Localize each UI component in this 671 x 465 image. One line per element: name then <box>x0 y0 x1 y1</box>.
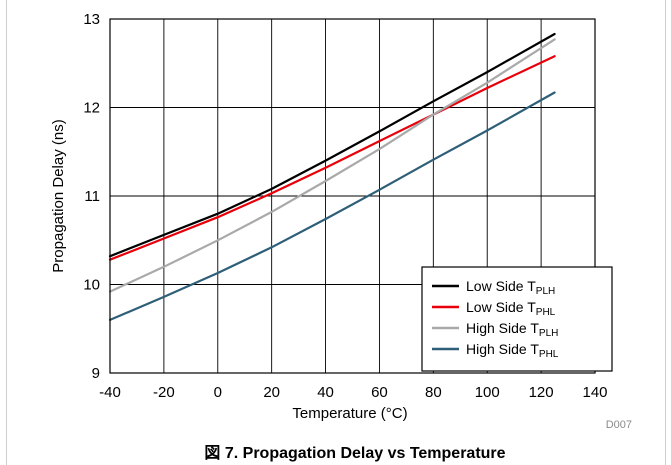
legend-box <box>421 266 613 372</box>
legend-label: High Side TPHL <box>466 341 559 360</box>
y-tick-label: 10 <box>83 277 100 294</box>
x-tick-label: 40 <box>317 384 334 401</box>
chart-series-group <box>108 32 556 321</box>
x-tick-label: 60 <box>371 384 388 401</box>
legend-label: Low Side TPHL <box>466 299 556 318</box>
y-tick-label: 12 <box>83 100 100 117</box>
figure-frame <box>6 0 666 465</box>
x-tick-label: 20 <box>263 384 280 401</box>
series-line-3 <box>108 91 556 321</box>
x-tick-label: 120 <box>529 384 554 401</box>
legend-label-main: Low Side T <box>466 278 536 294</box>
x-tick-labels: -40 -20 0 20 40 60 80 100 120 140 <box>99 384 607 401</box>
y-tick-label: 13 <box>83 11 100 28</box>
x-tick-label: 80 <box>425 384 442 401</box>
x-tick-label: 0 <box>214 384 222 401</box>
legend-label-main: High Side T <box>466 341 539 357</box>
y-tick-labels: 9 10 11 12 13 <box>83 11 100 382</box>
legend-label-subscript: PLH <box>536 286 555 297</box>
y-axis-label: Propagation Delay (ns) <box>50 119 67 272</box>
legend-label-subscript: PLH <box>539 328 558 339</box>
legend-label-subscript: PHL <box>539 349 559 360</box>
x-axis-label: Temperature (°C) <box>292 405 407 422</box>
y-tick-label: 11 <box>84 188 100 205</box>
plot-area-border <box>109 18 596 374</box>
x-tick-label: 140 <box>582 384 607 401</box>
figure-caption: 図 7. Propagation Delay vs Temperature <box>204 444 505 462</box>
legend-label-subscript: PHL <box>536 307 556 318</box>
x-tick-label: -40 <box>99 384 121 401</box>
series-line-0 <box>108 32 556 258</box>
legend-label: Low Side TPLH <box>466 278 555 297</box>
x-tick-label: 100 <box>475 384 500 401</box>
legend-label-main: High Side T <box>466 320 539 336</box>
legend-label-main: Low Side T <box>466 299 536 315</box>
legend-label: High Side TPLH <box>466 320 558 339</box>
series-line-2 <box>108 38 556 293</box>
y-tick-label: 9 <box>92 365 100 382</box>
series-line-1 <box>108 55 556 261</box>
x-tick-label: -20 <box>153 384 175 401</box>
figure-code: D007 <box>606 419 632 431</box>
